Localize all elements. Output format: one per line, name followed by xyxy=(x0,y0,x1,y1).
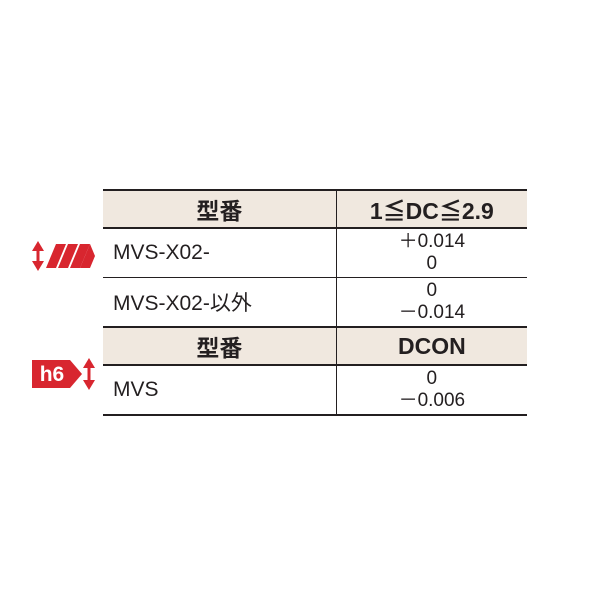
h6-tag-icon: h6 xyxy=(32,356,95,392)
tolerance-cell: 0 －0.014 xyxy=(336,278,527,328)
tolerance-cell: ＋0.014 0 xyxy=(336,228,527,278)
table-row: MVS 0 －0.006 xyxy=(103,365,527,415)
tol-upper: 0 xyxy=(399,368,466,390)
tol-upper: ＋0.014 xyxy=(399,231,466,253)
col-header-range: 1≦DC≦2.9 xyxy=(336,190,527,228)
col-header-model: 型番 xyxy=(103,327,336,365)
table-row: MVS-X02-以外 0 －0.014 xyxy=(103,278,527,328)
tolerance-tables: 型番 1≦DC≦2.9 MVS-X02- ＋0.014 0 MVS-X02-以外 xyxy=(103,189,527,416)
tol-lower: 0 xyxy=(399,253,466,275)
h6-label: h6 xyxy=(40,363,65,386)
table-row: MVS-X02- ＋0.014 0 xyxy=(103,228,527,278)
tolerance-table: 型番 1≦DC≦2.9 MVS-X02- ＋0.014 0 MVS-X02-以外 xyxy=(103,189,527,416)
tol-upper: 0 xyxy=(399,280,466,302)
col-header-model: 型番 xyxy=(103,190,336,228)
tolerance-cell: 0 －0.006 xyxy=(336,365,527,415)
drill-arrow-icon xyxy=(32,238,95,274)
model-cell: MVS xyxy=(103,365,336,415)
col-header-range: DCON xyxy=(336,327,527,365)
canvas: h6 型番 1≦DC≦2.9 MVS-X02- xyxy=(0,0,600,600)
tol-lower: －0.014 xyxy=(399,302,466,324)
model-cell: MVS-X02-以外 xyxy=(103,278,336,328)
tol-lower: －0.006 xyxy=(399,390,466,412)
model-cell: MVS-X02- xyxy=(103,228,336,278)
